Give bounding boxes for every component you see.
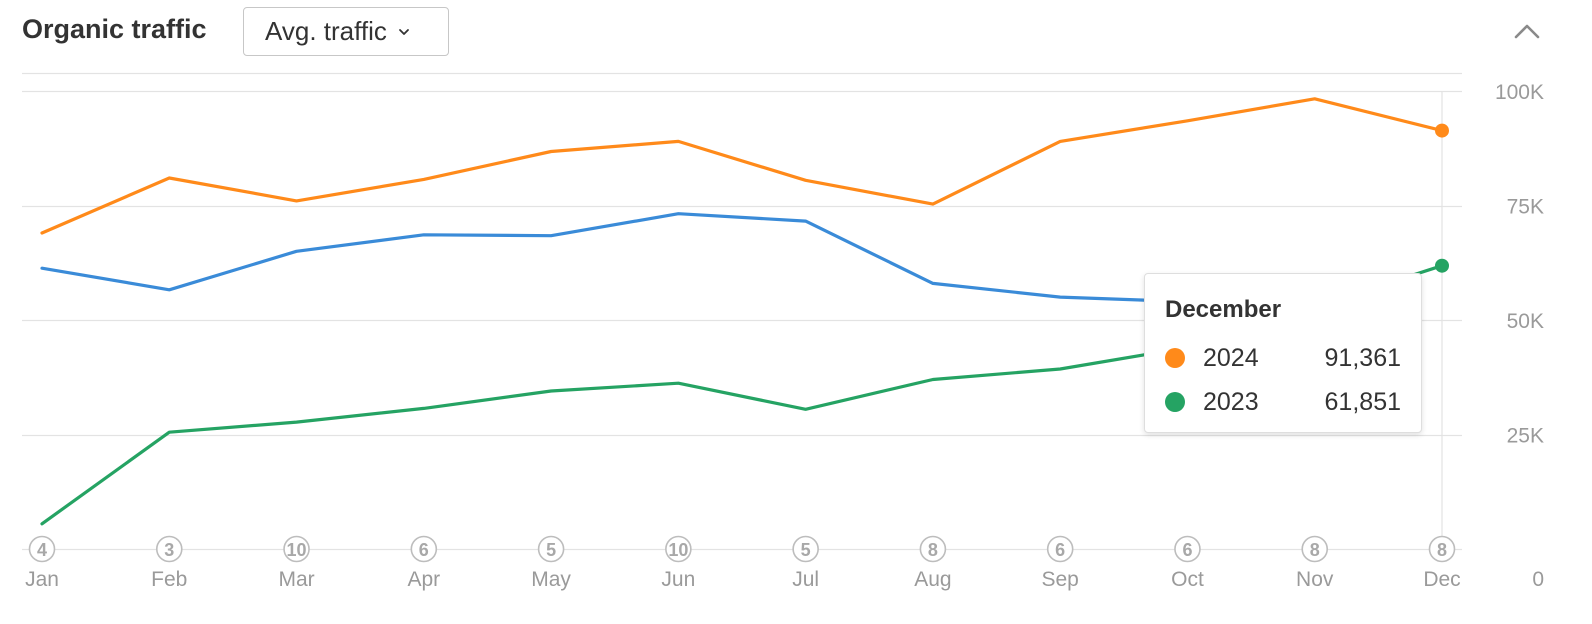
annotation-count: 5 <box>546 540 556 560</box>
avg-traffic-dropdown[interactable]: Avg. traffic <box>243 7 449 56</box>
tooltip-value: 61,851 <box>1324 387 1401 416</box>
y-tick-label: 0 <box>1532 568 1544 591</box>
highlight-point-2023 <box>1435 258 1449 273</box>
annotation-count: 8 <box>1310 540 1320 560</box>
x-tick-label: Sep <box>1041 568 1078 591</box>
series-line-blue <box>40 212 1190 304</box>
annotation-count: 6 <box>1055 540 1065 560</box>
legend-dot-2023 <box>1165 392 1185 412</box>
chevron-down-icon <box>398 28 409 35</box>
x-tick-label: Jan <box>25 568 59 591</box>
annotation-marker <box>1174 535 1201 563</box>
x-tick-label: Apr <box>407 568 440 591</box>
x-tick-label: Mar <box>278 568 314 591</box>
annotation-count: 8 <box>928 540 938 560</box>
x-tick-label: Jul <box>792 568 819 591</box>
chart-tooltip: December 2024 91,361 2023 61,851 <box>1144 273 1422 433</box>
x-tick-label: Nov <box>1296 568 1334 591</box>
x-tick-label: May <box>531 568 571 591</box>
y-tick-label: 75K <box>1507 196 1544 219</box>
chevron-up-icon[interactable] <box>1512 18 1542 44</box>
annotation-marker <box>155 535 183 563</box>
annotation-count: 6 <box>419 540 429 560</box>
annotation-count: 8 <box>1437 540 1447 560</box>
annotation-count: 5 <box>801 540 811 560</box>
tooltip-label: 2023 <box>1203 387 1259 416</box>
series-line-2023 <box>40 264 1444 526</box>
x-tick-label: Dec <box>1423 568 1460 591</box>
annotation-marker <box>1046 535 1074 563</box>
tooltip-title: December <box>1165 296 1282 323</box>
annotation-count: 3 <box>164 540 174 560</box>
annotation-marker <box>919 535 947 563</box>
tooltip-label: 2024 <box>1203 343 1259 372</box>
x-axis: 4 Jan 3 Feb 10 Mar 6 Apr 5 May 10 Jun 5 Jul 8 Aug 6 Sep 6 O… <box>25 535 1461 591</box>
annotation-count: 4 <box>37 540 47 560</box>
x-tick-label: Feb <box>151 568 187 591</box>
y-tick-label: 25K <box>1507 425 1544 448</box>
y-axis: 0 25K 50K 75K 100K <box>1495 81 1544 591</box>
tooltip-value: 91,361 <box>1324 343 1401 372</box>
annotation-marker <box>792 535 819 563</box>
y-tick-label: 50K <box>1507 310 1544 333</box>
annotation-count: 6 <box>1182 540 1192 560</box>
dropdown-label: Avg. traffic <box>265 16 387 46</box>
annotation-marker <box>665 535 692 563</box>
series-line-2024 <box>40 97 1444 235</box>
series-layer <box>40 97 1449 526</box>
annotation-marker <box>1428 535 1456 563</box>
grid-layer <box>22 72 1462 551</box>
x-tick-label: Aug <box>914 568 951 591</box>
page-title: Organic traffic <box>22 14 207 44</box>
annotation-marker <box>283 535 310 563</box>
annotation-marker <box>537 535 565 563</box>
y-tick-label: 100K <box>1495 81 1544 104</box>
annotation-marker <box>28 535 56 563</box>
x-tick-label: Jun <box>661 568 695 591</box>
annotation-count: 10 <box>287 540 307 560</box>
annotation-marker <box>410 535 438 563</box>
tooltip-row-2023: 2023 61,851 <box>1165 380 1401 424</box>
highlight-point-2024 <box>1435 123 1449 138</box>
x-tick-label: Oct <box>1171 568 1204 591</box>
annotation-marker <box>1301 535 1329 563</box>
tooltip-row-2024: 2024 91,361 <box>1165 336 1401 380</box>
legend-dot-2024 <box>1165 348 1185 368</box>
annotation-count: 10 <box>668 540 688 560</box>
